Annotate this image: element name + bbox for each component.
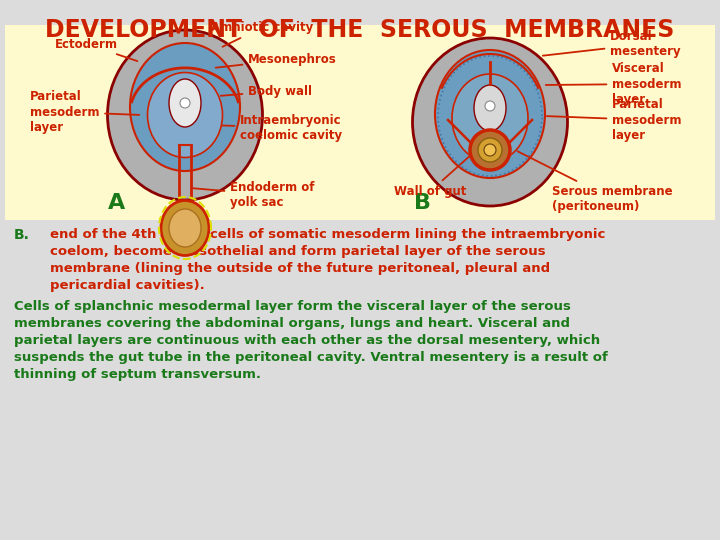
Text: Parietal
mesoderm
layer: Parietal mesoderm layer [546,98,682,141]
Circle shape [485,101,495,111]
Text: Amniotic cavity: Amniotic cavity [211,21,313,47]
Text: Cells of splanchnic mesodermal layer form the visceral layer of the serous: Cells of splanchnic mesodermal layer for… [14,300,571,313]
Text: DEVELOPMENT  OF  THE  SEROUS  MEMBRANES: DEVELOPMENT OF THE SEROUS MEMBRANES [45,18,675,42]
Text: coelom, become mesothelial and form parietal layer of the serous: coelom, become mesothelial and form pari… [50,245,546,258]
Text: Serous membrane
(peritoneum): Serous membrane (peritoneum) [518,151,672,213]
Text: thinning of septum transversum.: thinning of septum transversum. [14,368,261,381]
Text: end of the 4th week, cells of somatic mesoderm lining the intraembryonic: end of the 4th week, cells of somatic me… [50,228,606,241]
Text: Ectoderm: Ectoderm [55,37,138,61]
Ellipse shape [107,30,263,200]
Text: pericardial cavities).: pericardial cavities). [50,279,204,292]
Text: Mesonephros: Mesonephros [216,52,337,68]
Text: Body wall: Body wall [221,84,312,98]
Ellipse shape [169,209,201,247]
Circle shape [470,130,510,170]
Text: suspends the gut tube in the peritoneal cavity. Ventral mesentery is a result of: suspends the gut tube in the peritoneal … [14,351,608,364]
Ellipse shape [474,85,506,131]
Text: Endoderm of
yolk sac: Endoderm of yolk sac [193,181,315,209]
FancyBboxPatch shape [5,25,715,220]
Text: A: A [109,193,125,213]
Text: B: B [413,193,431,213]
Text: Wall of gut: Wall of gut [394,156,470,198]
Text: Intraembryonic
coelomic cavity: Intraembryonic coelomic cavity [213,114,342,142]
Text: Parietal
mesoderm
layer: Parietal mesoderm layer [30,91,139,133]
Text: membranes covering the abdominal organs, lungs and heart. Visceral and: membranes covering the abdominal organs,… [14,317,570,330]
Ellipse shape [452,74,528,162]
Circle shape [180,98,190,108]
Ellipse shape [148,72,222,158]
Text: membrane (lining the outside of the future peritoneal, pleural and: membrane (lining the outside of the futu… [50,262,550,275]
Circle shape [478,138,502,162]
Text: Visceral
mesoderm
layer: Visceral mesoderm layer [546,63,682,105]
Ellipse shape [169,79,201,127]
Text: Dorsal
mesentery: Dorsal mesentery [543,30,680,58]
Ellipse shape [161,200,209,255]
Text: parietal layers are continuous with each other as the dorsal mesentery, which: parietal layers are continuous with each… [14,334,600,347]
Circle shape [484,144,496,156]
Ellipse shape [435,50,545,178]
Ellipse shape [413,38,567,206]
Ellipse shape [130,43,240,171]
Text: B.: B. [14,228,30,242]
